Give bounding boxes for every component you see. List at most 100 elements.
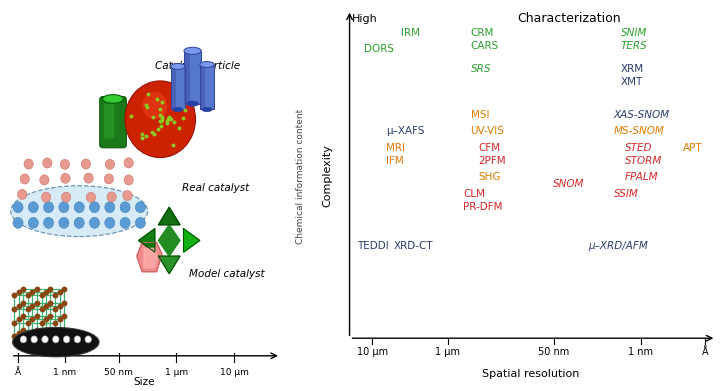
Circle shape xyxy=(85,336,91,343)
Text: μ–XAFS: μ–XAFS xyxy=(386,126,425,136)
Circle shape xyxy=(135,202,145,213)
Text: APT: APT xyxy=(683,143,703,153)
Circle shape xyxy=(42,336,48,343)
Ellipse shape xyxy=(202,107,212,112)
Text: Spatial resolution: Spatial resolution xyxy=(482,369,580,379)
Text: SRS: SRS xyxy=(471,64,491,74)
Circle shape xyxy=(105,217,115,228)
Text: SNIM: SNIM xyxy=(621,28,647,38)
Text: SNOM: SNOM xyxy=(553,179,585,189)
Ellipse shape xyxy=(11,186,148,237)
Ellipse shape xyxy=(173,107,183,112)
Text: Model catalyst: Model catalyst xyxy=(189,269,265,279)
Circle shape xyxy=(53,336,59,343)
Text: STED: STED xyxy=(624,143,652,153)
Polygon shape xyxy=(138,229,155,252)
Text: 50 nm: 50 nm xyxy=(538,347,570,357)
Circle shape xyxy=(74,217,84,228)
Text: MRI: MRI xyxy=(386,143,405,153)
Text: UV-VIS: UV-VIS xyxy=(471,126,505,136)
Circle shape xyxy=(120,217,130,228)
Circle shape xyxy=(105,202,115,213)
Circle shape xyxy=(89,217,99,228)
Text: 1 μm: 1 μm xyxy=(165,368,188,377)
Text: 1 nm: 1 nm xyxy=(628,347,653,357)
Circle shape xyxy=(59,202,69,213)
Circle shape xyxy=(28,217,38,228)
Text: Real catalyst: Real catalyst xyxy=(182,183,250,193)
FancyBboxPatch shape xyxy=(184,51,202,104)
FancyBboxPatch shape xyxy=(171,66,185,109)
Text: FPALM: FPALM xyxy=(624,172,658,182)
Text: Catalyst particle: Catalyst particle xyxy=(156,61,240,72)
Circle shape xyxy=(17,189,27,199)
FancyBboxPatch shape xyxy=(184,51,190,104)
Polygon shape xyxy=(184,229,199,252)
Text: 10 μm: 10 μm xyxy=(356,347,388,357)
Circle shape xyxy=(89,202,99,213)
Text: MS-SNOM: MS-SNOM xyxy=(613,126,665,136)
Text: Size: Size xyxy=(133,377,155,387)
Polygon shape xyxy=(137,242,162,272)
FancyBboxPatch shape xyxy=(199,65,215,109)
Text: PR-DFM: PR-DFM xyxy=(463,202,503,212)
Circle shape xyxy=(40,175,49,185)
Circle shape xyxy=(123,190,132,201)
Text: IRM: IRM xyxy=(401,28,420,38)
Circle shape xyxy=(42,192,51,202)
Circle shape xyxy=(20,174,30,184)
Text: Å: Å xyxy=(15,368,21,377)
Circle shape xyxy=(61,192,71,202)
Circle shape xyxy=(81,159,91,169)
Ellipse shape xyxy=(199,61,214,68)
Circle shape xyxy=(13,217,23,228)
Ellipse shape xyxy=(103,95,124,103)
Circle shape xyxy=(135,217,145,228)
Text: CLM: CLM xyxy=(463,189,485,199)
Text: 10 μm: 10 μm xyxy=(220,368,248,377)
FancyBboxPatch shape xyxy=(199,65,204,109)
Text: TEDDI: TEDDI xyxy=(357,241,389,251)
Ellipse shape xyxy=(186,101,199,106)
Circle shape xyxy=(44,217,53,228)
Circle shape xyxy=(104,174,114,184)
Text: SHG: SHG xyxy=(478,172,500,182)
Text: IFM: IFM xyxy=(386,156,404,166)
Circle shape xyxy=(120,202,130,213)
Text: XRD-CT: XRD-CT xyxy=(394,241,433,251)
Circle shape xyxy=(63,336,70,343)
FancyBboxPatch shape xyxy=(171,66,176,109)
Circle shape xyxy=(44,202,53,213)
Text: Complexity: Complexity xyxy=(322,145,332,207)
Text: SSIM: SSIM xyxy=(613,189,639,199)
Circle shape xyxy=(20,336,27,343)
Circle shape xyxy=(74,202,84,213)
Ellipse shape xyxy=(13,328,99,357)
Polygon shape xyxy=(144,248,157,268)
Circle shape xyxy=(42,158,52,168)
Circle shape xyxy=(60,173,70,183)
Circle shape xyxy=(124,158,133,168)
Circle shape xyxy=(105,159,114,169)
Text: CRM: CRM xyxy=(471,28,494,38)
Circle shape xyxy=(24,159,33,169)
Text: XMT: XMT xyxy=(621,77,643,87)
Ellipse shape xyxy=(184,47,202,54)
Text: 1 nm: 1 nm xyxy=(53,368,76,377)
Circle shape xyxy=(59,217,69,228)
Circle shape xyxy=(13,202,23,213)
Text: High: High xyxy=(351,14,377,24)
Text: 1 μm: 1 μm xyxy=(436,347,460,357)
Text: XAS-SNOM: XAS-SNOM xyxy=(613,110,670,120)
Text: STORM: STORM xyxy=(624,156,662,166)
Circle shape xyxy=(84,173,94,183)
FancyBboxPatch shape xyxy=(104,104,114,138)
Text: Characterization: Characterization xyxy=(517,12,621,25)
Text: CFM: CFM xyxy=(478,143,500,153)
Circle shape xyxy=(124,175,133,185)
FancyBboxPatch shape xyxy=(99,97,127,148)
Polygon shape xyxy=(158,207,180,225)
Circle shape xyxy=(107,192,117,202)
Circle shape xyxy=(28,202,38,213)
Circle shape xyxy=(143,92,167,119)
